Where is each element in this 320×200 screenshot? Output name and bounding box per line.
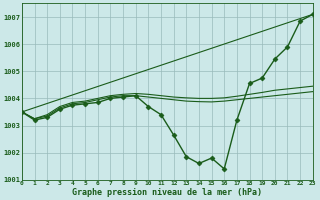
X-axis label: Graphe pression niveau de la mer (hPa): Graphe pression niveau de la mer (hPa) — [72, 188, 262, 197]
